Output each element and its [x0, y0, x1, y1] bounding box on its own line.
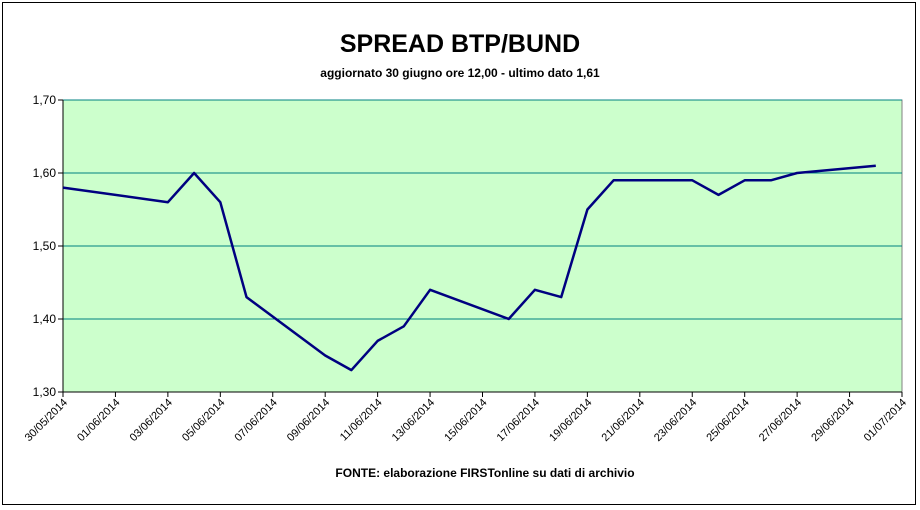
- y-tick-label: 1,40: [33, 312, 57, 326]
- x-axis-ticks: 30/05/2014 01/06/2014 03/06/2014 05/06/2014…: [23, 392, 909, 444]
- x-tick-label: 01/06/2014: [75, 397, 122, 444]
- x-tick-label: 21/06/2014: [600, 397, 647, 444]
- y-axis-ticks: 1,30 1,40 1,50 1,60 1,70: [33, 93, 63, 399]
- x-tick-label: 23/06/2014: [652, 397, 699, 444]
- chart-source: FONTE: elaborazione FIRSTonline su dati …: [335, 466, 635, 480]
- chart-subtitle: aggiornato 30 giugno ore 12,00 - ultimo …: [320, 66, 600, 80]
- y-tick-label: 1,50: [33, 239, 57, 253]
- x-tick-label: 19/06/2014: [547, 397, 594, 444]
- x-tick-label: 15/06/2014: [442, 397, 489, 444]
- series-line: [62, 164, 876, 372]
- x-tick-label: 17/06/2014: [495, 397, 542, 444]
- y-tick-label: 1,30: [33, 385, 57, 399]
- x-tick-label: 05/06/2014: [180, 397, 227, 444]
- gridlines: [63, 99, 902, 320]
- y-tick-label: 1,70: [33, 93, 57, 107]
- x-tick-label: 27/06/2014: [757, 397, 804, 444]
- x-tick-label: 07/06/2014: [232, 397, 279, 444]
- x-tick-label: 01/07/2014: [862, 397, 909, 444]
- y-tick-label: 1,60: [33, 166, 57, 180]
- x-tick-label: 25/06/2014: [704, 397, 751, 444]
- x-tick-label: 03/06/2014: [128, 397, 175, 444]
- x-tick-label: 09/06/2014: [285, 397, 332, 444]
- x-tick-label: 29/06/2014: [809, 397, 856, 444]
- x-tick-label: 11/06/2014: [338, 397, 385, 444]
- x-tick-label: 13/06/2014: [390, 397, 437, 444]
- chart-title: SPREAD BTP/BUND: [339, 30, 581, 58]
- x-tick-label: 30/05/2014: [23, 397, 70, 444]
